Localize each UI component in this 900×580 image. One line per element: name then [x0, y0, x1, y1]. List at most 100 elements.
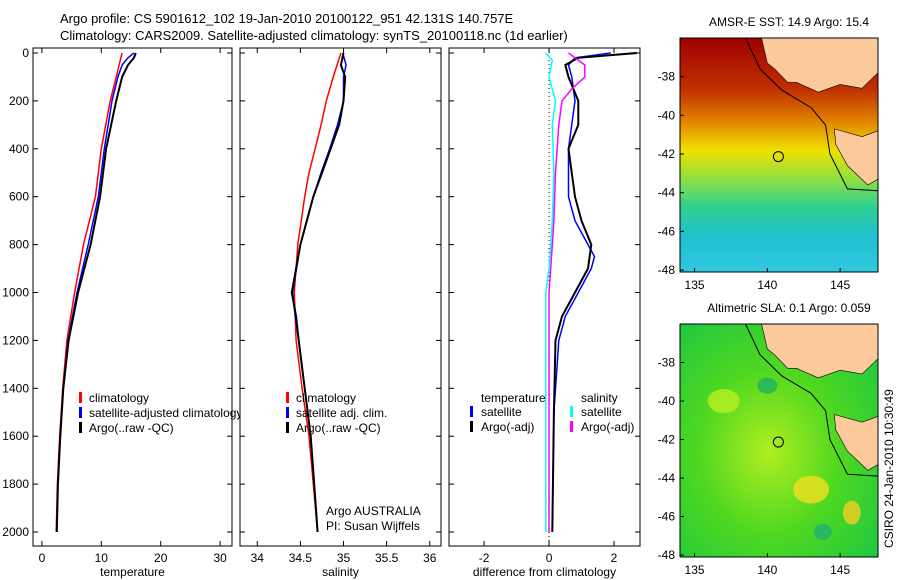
- y-tick-label: -48: [658, 263, 676, 277]
- sla-anomaly: [757, 377, 778, 394]
- panel-frame: [448, 47, 641, 547]
- y-tick-label: -44: [658, 186, 676, 200]
- shelf-contour: [745, 37, 879, 192]
- y-tick-label: 800: [9, 238, 29, 252]
- y-tick-label: -40: [658, 108, 676, 122]
- y-tick-label: 1200: [2, 333, 29, 347]
- x-tick-label: 140: [757, 563, 777, 577]
- series-salinity-argo-adj-: [548, 52, 586, 532]
- map-title: AMSR-E SST: 14.9 Argo: 15.4: [709, 15, 869, 29]
- x-tick-label: 30: [213, 551, 227, 565]
- annotation: PI: Susan Wijffels: [326, 519, 420, 533]
- map-panel-1: AMSR-E SST: 14.9 Argo: 15.4 135 140 145 -38 -…: [658, 15, 879, 292]
- y-tick-label: -48: [658, 548, 676, 562]
- legend-label: satellite: [581, 405, 622, 419]
- profile-panel-1: 0 10 20 30 temperature 0 200 400 600 800 1000 1200 1…: [2, 46, 242, 579]
- y-tick-label: -42: [658, 147, 676, 161]
- y-tick-label: 1400: [2, 381, 29, 395]
- legend-label: satellite: [481, 405, 522, 419]
- legend-group-title: temperature: [481, 391, 546, 405]
- legend-swatch: [79, 407, 82, 418]
- x-tick-label: 2: [611, 551, 618, 565]
- argo-position-marker: [772, 436, 784, 448]
- x-tick-label: 140: [757, 278, 777, 292]
- legend-label: Argo(-adj): [581, 420, 634, 434]
- legend-label: climatology: [89, 391, 149, 405]
- shelf-contour: [745, 323, 879, 477]
- sla-anomaly: [813, 523, 832, 540]
- sla-anomaly: [793, 475, 830, 504]
- annotation: Argo AUSTRALIA: [326, 504, 421, 518]
- x-tick-label: 0: [546, 551, 553, 565]
- x-tick-label: 34.5: [289, 551, 313, 565]
- x-axis-label: salinity: [322, 565, 359, 579]
- legend-swatch: [286, 422, 289, 433]
- tasmania: [833, 414, 879, 471]
- y-tick-label: -38: [658, 70, 676, 84]
- y-tick-label: 1800: [2, 477, 29, 491]
- y-tick-label: 200: [9, 94, 29, 108]
- map-frame: [679, 323, 879, 558]
- title-line-1: Argo profile: CS 5901612_102 19-Jan-2010…: [60, 11, 514, 26]
- x-tick-label: 34: [251, 551, 265, 565]
- series-climatology: [293, 52, 342, 533]
- legend-swatch: [286, 407, 289, 418]
- legend-label: Argo(..raw -QC): [89, 421, 174, 435]
- x-tick-label: 35: [337, 551, 351, 565]
- series-argo-raw-qc-: [55, 52, 137, 533]
- legend-swatch: [470, 406, 473, 417]
- sla-anomaly: [707, 389, 740, 414]
- legend-label: Argo(-adj): [481, 420, 534, 434]
- legend-swatch: [570, 406, 573, 417]
- legend-swatch: [470, 421, 473, 432]
- profile-panel-2: 34 34.5 35 35.5 36 salinity climatologysatelli…: [239, 47, 442, 579]
- y-tick-label: -44: [658, 471, 676, 485]
- map-title: Altimetric SLA: 0.1 Argo: 0.059: [707, 301, 871, 315]
- tasmania: [833, 128, 879, 186]
- legend-swatch: [79, 392, 82, 403]
- x-tick-label: 35.5: [375, 551, 399, 565]
- y-tick-label: -42: [658, 433, 676, 447]
- y-tick-label: -40: [658, 394, 676, 408]
- x-tick-label: -2: [479, 551, 490, 565]
- map-frame: [679, 37, 879, 273]
- y-tick-label: -46: [658, 224, 676, 238]
- map-panel-2: Altimetric SLA: 0.1 Argo: 0.059 135 140 145…: [658, 301, 879, 577]
- legend-label: satellite-adjusted climatology: [89, 406, 242, 420]
- y-tick-label: 1000: [2, 286, 29, 300]
- argo-position-marker: [772, 151, 784, 163]
- series-temperature-argo-adj-: [551, 52, 637, 533]
- x-tick-label: 135: [685, 278, 705, 292]
- panel-frame: [239, 47, 442, 547]
- sla-anomaly: [842, 500, 861, 525]
- y-tick-label: 600: [9, 190, 29, 204]
- series-salinity-satellite: [545, 52, 557, 532]
- legend-label: satellite adj. clim.: [296, 406, 387, 420]
- x-tick-label: 20: [154, 551, 168, 565]
- series-temperature-satellite: [551, 52, 611, 533]
- y-tick-label: 1600: [2, 429, 29, 443]
- side-label: CSIRO 24-Jan-2010 10:30:49: [882, 389, 896, 548]
- y-tick-label: 2000: [2, 525, 29, 539]
- legend-label: Argo(..raw -QC): [296, 421, 381, 435]
- title-line-2: Climatology: CARS2009. Satellite-adjuste…: [60, 28, 568, 43]
- legend-swatch: [79, 422, 82, 433]
- y-tick-label: 400: [9, 142, 29, 156]
- y-tick-label: 0: [22, 46, 29, 60]
- legend-label: climatology: [296, 391, 356, 405]
- x-tick-label: 145: [830, 563, 850, 577]
- y-tick-label: -38: [658, 356, 676, 370]
- x-tick-label: 36: [423, 551, 437, 565]
- x-tick-label: 145: [830, 278, 850, 292]
- legend-group-title: salinity: [581, 391, 618, 405]
- x-tick-label: 10: [95, 551, 109, 565]
- legend-swatch: [286, 392, 289, 403]
- legend-swatch: [570, 421, 573, 432]
- x-axis-label: temperature: [100, 565, 165, 579]
- x-tick-label: 0: [39, 551, 46, 565]
- y-tick-label: -46: [658, 510, 676, 524]
- panel-frame: [32, 47, 233, 547]
